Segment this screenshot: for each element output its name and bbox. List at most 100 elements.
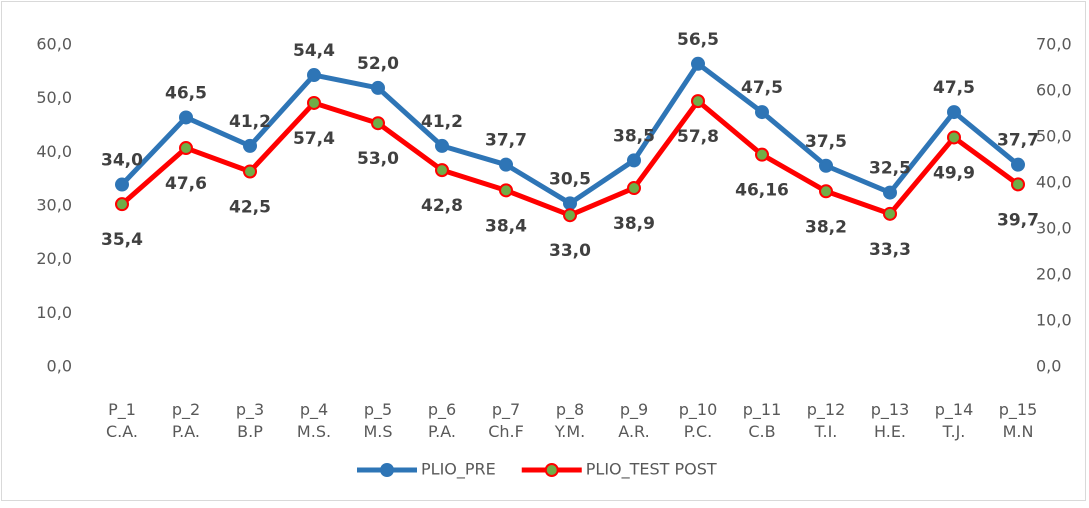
x-tick-line: A.R. xyxy=(618,422,649,441)
x-tick-line: p_12 xyxy=(807,400,846,420)
marker xyxy=(627,181,641,196)
x-tick-line: H.E. xyxy=(874,422,906,441)
marker xyxy=(1011,177,1025,192)
marker xyxy=(115,177,129,192)
data-label: 33,3 xyxy=(869,240,911,260)
marker xyxy=(499,157,513,172)
data-label: 34,0 xyxy=(101,151,143,171)
marker xyxy=(179,141,193,156)
x-tick-label: p_2 P.A. xyxy=(172,400,200,441)
y-tick-label: 50,0 xyxy=(36,88,72,107)
x-tick-line: p_9 xyxy=(620,400,648,420)
x-tick-line: p_15 xyxy=(999,400,1038,420)
marker xyxy=(883,206,897,221)
data-label: 46,16 xyxy=(735,181,789,201)
x-tick-line: p_2 xyxy=(172,400,200,420)
marker xyxy=(371,80,385,95)
data-label: 42,5 xyxy=(229,198,271,218)
y-tick-label: 0,0 xyxy=(47,357,72,376)
y2-tick-label: 10,0 xyxy=(1036,311,1072,330)
x-tick-line: M.N xyxy=(1003,422,1034,441)
x-tick-line: p_13 xyxy=(871,400,910,420)
marker xyxy=(627,153,641,168)
data-label: 56,5 xyxy=(677,30,719,50)
x-tick-label: p_11 C.B xyxy=(743,400,782,441)
data-label: 41,2 xyxy=(229,112,271,132)
data-label: 46,5 xyxy=(165,83,207,103)
x-tick-line: B.P xyxy=(237,422,263,441)
x-tick-label: p_8 Y.M. xyxy=(554,400,586,441)
x-tick-line: P.A. xyxy=(428,422,456,441)
data-label: 38,4 xyxy=(485,216,527,236)
marker xyxy=(435,163,449,178)
marker xyxy=(563,208,577,223)
x-tick-line: C.B xyxy=(748,422,775,441)
x-tick-label: p_7 Ch.F xyxy=(488,400,524,441)
marker xyxy=(947,105,961,120)
x-tick-line: p_7 xyxy=(492,400,520,420)
data-label: 32,5 xyxy=(869,159,911,179)
marker xyxy=(179,110,193,125)
x-tick-line: M.S. xyxy=(297,422,331,441)
x-tick-label: p_6 P.A. xyxy=(428,400,456,441)
x-tick-label: p_5 M.S xyxy=(363,400,392,441)
y-tick-label: 30,0 xyxy=(36,196,72,215)
marker xyxy=(947,130,961,145)
x-tick-label: p_14 T.J. xyxy=(935,400,974,441)
data-label: 54,4 xyxy=(293,41,335,61)
data-label: 38,5 xyxy=(613,126,655,146)
x-tick-line: p_3 xyxy=(236,400,264,420)
x-tick-line: T.I. xyxy=(814,422,838,441)
marker xyxy=(307,68,321,83)
y2-tick-label: 50,0 xyxy=(1036,127,1072,146)
marker xyxy=(435,138,449,153)
y-tick-label: 20,0 xyxy=(36,249,72,268)
x-tick-line: p_8 xyxy=(556,400,584,420)
y2-tick-label: 70,0 xyxy=(1036,35,1072,54)
marker xyxy=(755,105,769,120)
marker xyxy=(691,94,705,109)
x-tick-line: Ch.F xyxy=(488,422,524,441)
y2-tick-label: 60,0 xyxy=(1036,81,1072,100)
data-label: 57,4 xyxy=(293,129,335,149)
data-label: 39,7 xyxy=(997,210,1039,230)
data-label: 37,5 xyxy=(805,132,847,152)
data-label: 38,9 xyxy=(613,214,655,234)
data-label: 47,5 xyxy=(741,78,783,98)
data-label: 35,4 xyxy=(101,230,143,250)
x-tick-label: p_3 B.P xyxy=(236,400,264,441)
x-tick-line: p_4 xyxy=(300,400,328,420)
data-label: 38,2 xyxy=(805,217,847,237)
data-label: 57,8 xyxy=(677,127,719,147)
x-tick-line: T.J. xyxy=(942,422,966,441)
x-tick-line: P.C. xyxy=(684,422,713,441)
marker xyxy=(499,183,513,198)
x-tick-line: M.S xyxy=(363,422,392,441)
marker xyxy=(243,138,257,153)
data-label: 33,0 xyxy=(549,241,591,261)
y2-tick-label: 20,0 xyxy=(1036,265,1072,284)
y-tick-label: 40,0 xyxy=(36,142,72,161)
x-tick-line: C.A. xyxy=(106,422,138,441)
marker xyxy=(307,95,321,110)
marker xyxy=(755,147,769,162)
marker xyxy=(691,56,705,71)
y-tick-label: 60,0 xyxy=(36,35,72,54)
legend-label: PLIO_PRE xyxy=(421,460,496,480)
legend-marker xyxy=(380,463,394,477)
marker xyxy=(115,197,129,212)
x-tick-line: p_5 xyxy=(364,400,392,420)
x-tick-label: P_1 C.A. xyxy=(106,400,138,441)
x-tick-line: P_1 xyxy=(108,400,136,420)
marker xyxy=(563,196,577,211)
data-label: 41,2 xyxy=(421,112,463,132)
data-label: 37,7 xyxy=(997,131,1039,151)
y2-tick-label: 40,0 xyxy=(1036,173,1072,192)
y2-tick-label: 0,0 xyxy=(1036,357,1061,376)
marker xyxy=(371,116,385,131)
x-tick-line: p_14 xyxy=(935,400,974,420)
x-tick-line: p_11 xyxy=(743,400,782,420)
x-tick-label: p_4 M.S. xyxy=(297,400,331,441)
